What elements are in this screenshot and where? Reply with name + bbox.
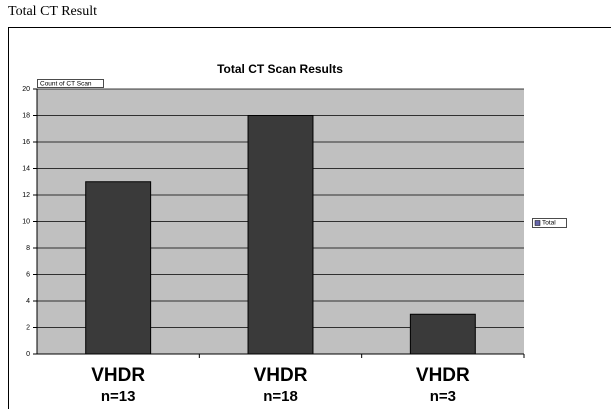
x-tick-label: n=3 xyxy=(430,388,456,405)
legend-swatch xyxy=(534,220,541,226)
y-tick-label: 16 xyxy=(22,139,30,146)
y-tick-label: 18 xyxy=(22,112,30,119)
bar xyxy=(85,181,152,355)
y-tick-label: 20 xyxy=(22,86,30,93)
y-tick-label: 12 xyxy=(22,192,30,199)
y-tick-label: 14 xyxy=(22,165,30,172)
x-tick-label: VHDR xyxy=(416,365,470,386)
legend-box xyxy=(532,218,567,228)
x-tick-label: n=13 xyxy=(101,388,136,405)
x-tick-label: VHDR xyxy=(91,365,145,386)
y-tick-label: 0 xyxy=(26,351,30,358)
bar xyxy=(409,313,476,355)
legend-label: Total xyxy=(542,220,556,227)
y-axis-label: Count of CT Scan xyxy=(40,81,92,88)
page-title: Total CT Result xyxy=(8,4,97,19)
bar xyxy=(247,115,314,355)
x-tick-label: n=18 xyxy=(263,388,298,405)
y-tick-label: 6 xyxy=(26,271,30,278)
chart-title: Total CT Scan Results xyxy=(217,62,343,76)
y-field-button xyxy=(37,79,104,88)
y-tick-label: 2 xyxy=(26,324,30,331)
x-tick-label: VHDR xyxy=(254,365,308,386)
y-tick-label: 8 xyxy=(26,245,30,252)
y-tick-label: 10 xyxy=(22,218,30,225)
y-tick-label: 4 xyxy=(26,298,30,305)
